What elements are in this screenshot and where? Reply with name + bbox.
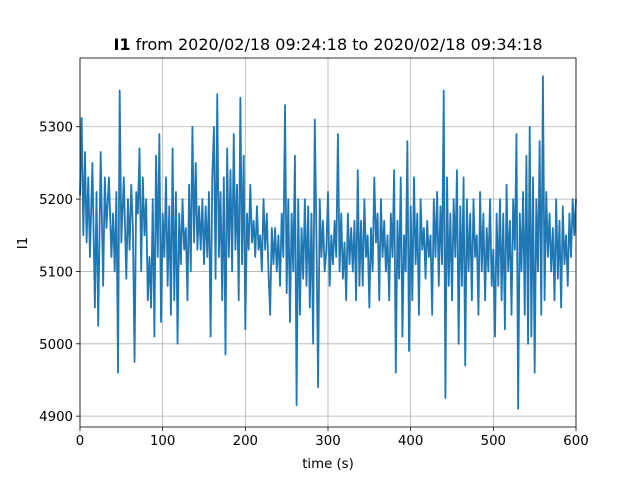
y-axis-ticks: 4900 5000 5100 5200 5300 [39,121,80,425]
y-tick-label: 5100 [39,265,73,280]
y-tick-label: 4900 [39,410,73,425]
y-tick-label: 5200 [39,193,73,208]
x-tick-label: 300 [315,434,340,449]
y-tick-label: 5300 [39,121,73,136]
x-tick-label: 200 [233,434,258,449]
x-axis-ticks: 0 100 200 300 400 500 600 [76,427,589,449]
x-tick-label: 600 [563,434,588,449]
x-tick-label: 100 [150,434,175,449]
chart-title-rest: from 2020/02/18 09:24:18 to 2020/02/18 0… [131,35,543,54]
x-axis-label: time (s) [302,457,354,472]
y-axis-label: I1 [16,237,31,249]
x-tick-label: 500 [481,434,506,449]
x-tick-label: 400 [398,434,423,449]
y-tick-label: 5000 [39,338,73,353]
x-tick-label: 0 [76,434,84,449]
chart-title-bold: I1 [113,35,130,54]
series-line-i1 [79,75,577,410]
chart-title: I1 from 2020/02/18 09:24:18 to 2020/02/1… [113,35,542,54]
plot-area [79,75,577,410]
